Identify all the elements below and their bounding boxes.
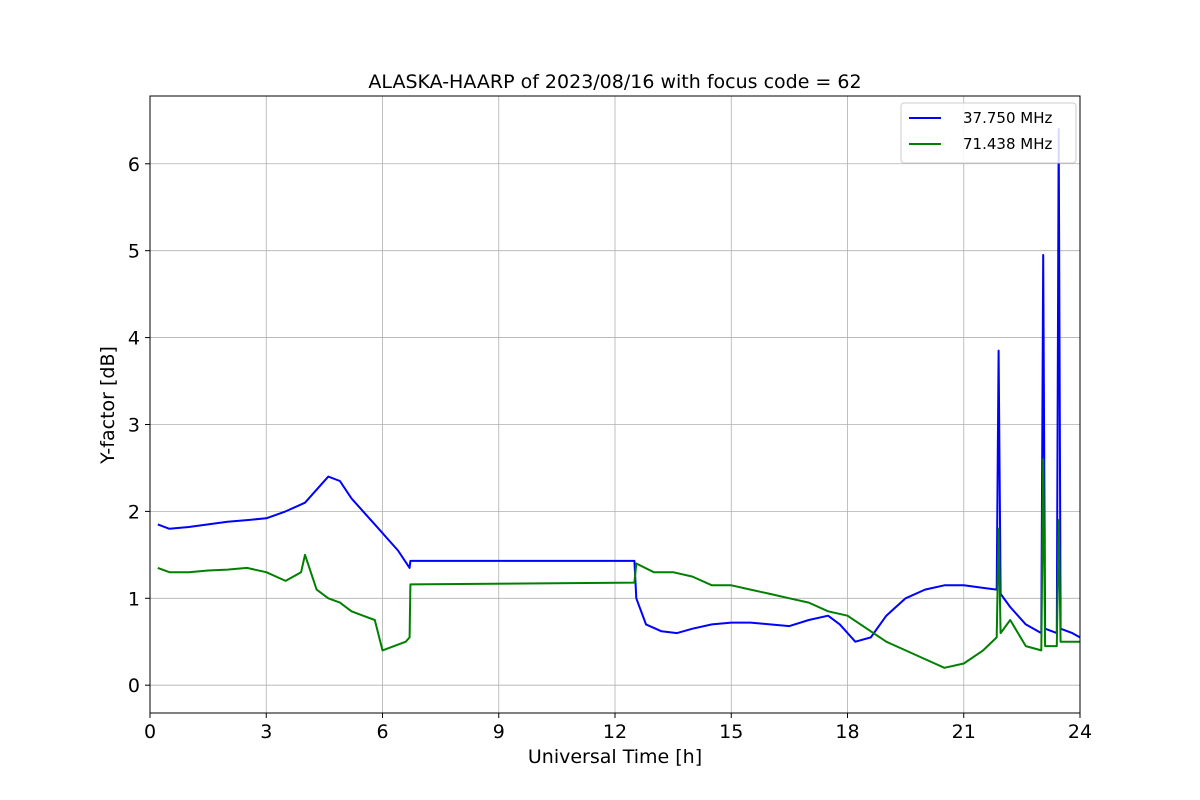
legend-label-1: 37.750 MHz — [963, 109, 1052, 127]
series-lines — [157, 128, 1081, 669]
x-tick-label: 9 — [493, 721, 505, 743]
y-tick-label: 1 — [128, 588, 140, 610]
x-axis-label: Universal Time [h] — [528, 746, 702, 768]
y-tick-label: 3 — [128, 414, 140, 436]
x-tick-label: 12 — [603, 721, 627, 743]
x-tick-label: 6 — [376, 721, 388, 743]
y-tick-label: 4 — [128, 328, 140, 350]
y-tick-label: 5 — [128, 241, 140, 263]
legend-label-2: 71.438 MHz — [963, 135, 1052, 153]
x-tick-label: 24 — [1068, 721, 1092, 743]
y-tick-label: 6 — [128, 154, 140, 176]
x-tick-label: 3 — [260, 721, 272, 743]
y-axis-label: Y-factor [dB] — [97, 346, 119, 465]
x-tick-label: 0 — [144, 721, 156, 743]
y-tick-label: 2 — [128, 501, 140, 523]
chart-title: ALASKA-HAARP of 2023/08/16 with focus co… — [368, 71, 861, 93]
x-tick-label: 21 — [952, 721, 976, 743]
series-line-2 — [157, 458, 1080, 669]
x-tick-label: 15 — [719, 721, 743, 743]
series-line-1 — [157, 128, 1081, 643]
legend: 37.750 MHz 71.438 MHz — [900, 102, 1077, 164]
x-tick-label: 18 — [835, 721, 859, 743]
legend-box — [900, 102, 1077, 164]
y-tick-label: 0 — [128, 675, 140, 697]
